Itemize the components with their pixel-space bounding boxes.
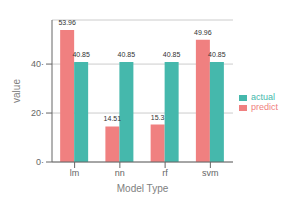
svg-text:value: value — [11, 79, 22, 103]
svg-text:lm: lm — [70, 168, 80, 178]
svg-text:53.96: 53.96 — [58, 19, 76, 26]
svg-text:Model Type: Model Type — [117, 183, 169, 194]
svg-text:nn: nn — [115, 168, 125, 178]
svg-text:15.3: 15.3 — [151, 114, 165, 121]
html-text:predict: predict — [251, 102, 278, 112]
svg-text:40.85: 40.85 — [208, 51, 226, 58]
svg-text:0·: 0· — [36, 157, 44, 167]
svg-text:14.51: 14.51 — [104, 115, 122, 122]
svg-text:40·: 40· — [31, 59, 44, 69]
svg-text:svm: svm — [202, 168, 219, 178]
svg-text:49.96: 49.96 — [194, 29, 212, 36]
svg-text:20·: 20· — [31, 108, 44, 118]
html-text:actual: actual — [251, 92, 275, 102]
svg-text:40.85: 40.85 — [118, 51, 136, 58]
svg-text:40.85: 40.85 — [72, 51, 90, 58]
svg-text:40.85: 40.85 — [163, 51, 181, 58]
svg-text:rf: rf — [162, 168, 168, 178]
